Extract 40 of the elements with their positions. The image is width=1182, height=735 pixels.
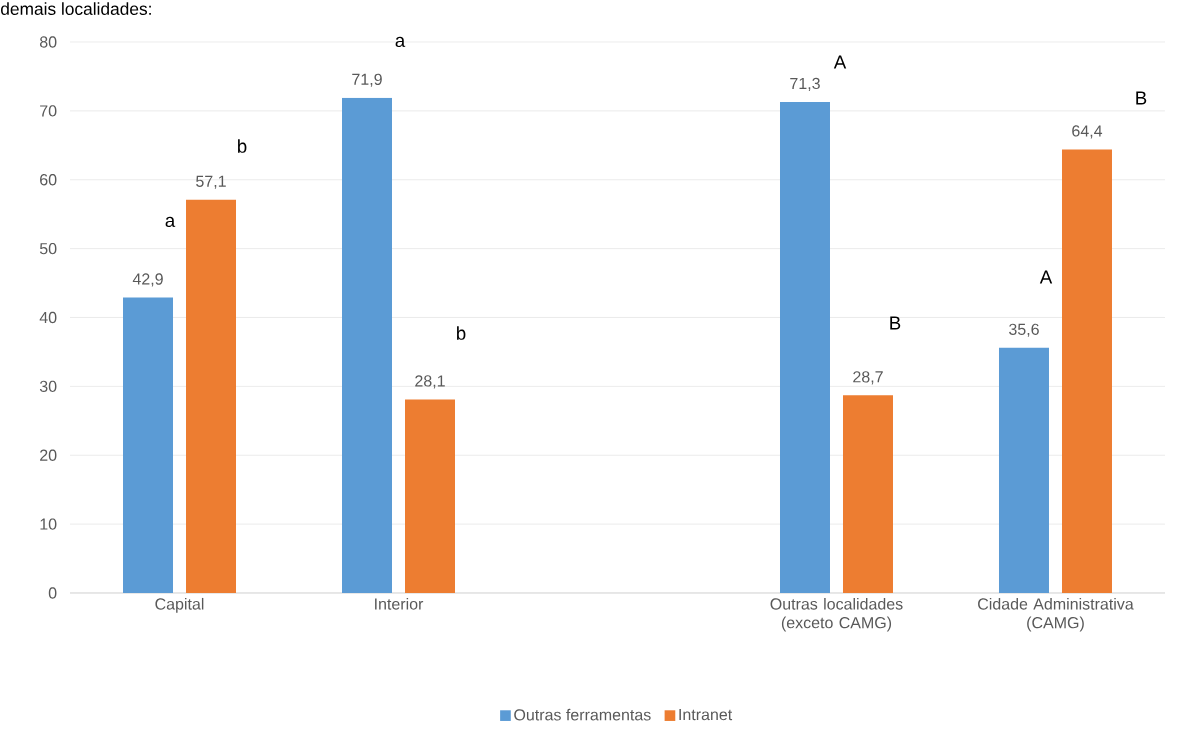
data-label: 57,1 bbox=[196, 175, 226, 189]
data-label: 42,9 bbox=[132, 273, 163, 287]
data-label: 71,9 bbox=[352, 73, 382, 87]
y-tick-label: 70 bbox=[40, 105, 57, 117]
bar bbox=[998, 347, 1049, 593]
x-tick-label: Capital bbox=[155, 597, 204, 613]
legend-label: Outras ferramentas bbox=[514, 708, 651, 721]
data-label: 35,6 bbox=[1009, 323, 1039, 337]
data-label: 28,7 bbox=[853, 371, 883, 385]
annotation: a bbox=[165, 216, 176, 228]
annotation: a bbox=[395, 36, 406, 48]
data-label: 28,1 bbox=[415, 375, 445, 389]
y-tick-label: 60 bbox=[40, 174, 57, 186]
bar bbox=[186, 199, 237, 593]
x-tick-label: Cidade Administrativa (CAMG) bbox=[978, 597, 1134, 632]
bar bbox=[843, 395, 893, 593]
bar bbox=[780, 101, 830, 593]
annotation: b bbox=[238, 139, 247, 153]
x-tick-label: Interior bbox=[375, 597, 424, 610]
legend-label: Intranet bbox=[679, 709, 733, 721]
data-label: 71,3 bbox=[790, 77, 820, 91]
y-tick-label: 50 bbox=[39, 242, 57, 255]
y-tick-label: 10 bbox=[40, 518, 57, 530]
annotation: A bbox=[1039, 270, 1053, 284]
y-tick-label: 30 bbox=[39, 380, 57, 393]
y-tick-label: 80 bbox=[39, 36, 57, 48]
annotation: B bbox=[1136, 91, 1147, 105]
text: demais localidades: bbox=[1, 2, 151, 15]
bar bbox=[342, 97, 392, 593]
y-tick-label: 0 bbox=[48, 587, 57, 599]
annotation: A bbox=[833, 55, 847, 69]
annotation: B bbox=[890, 316, 901, 330]
y-tick-label: 40 bbox=[39, 311, 57, 324]
data-label: 64,4 bbox=[1072, 125, 1103, 139]
x-tick-label: Outras localidades (exceto CAMG) bbox=[770, 597, 903, 632]
bar bbox=[1061, 149, 1112, 593]
bar bbox=[405, 399, 455, 593]
bar bbox=[123, 297, 174, 593]
annotation: b bbox=[457, 326, 466, 340]
y-tick-label: 20 bbox=[40, 449, 57, 461]
